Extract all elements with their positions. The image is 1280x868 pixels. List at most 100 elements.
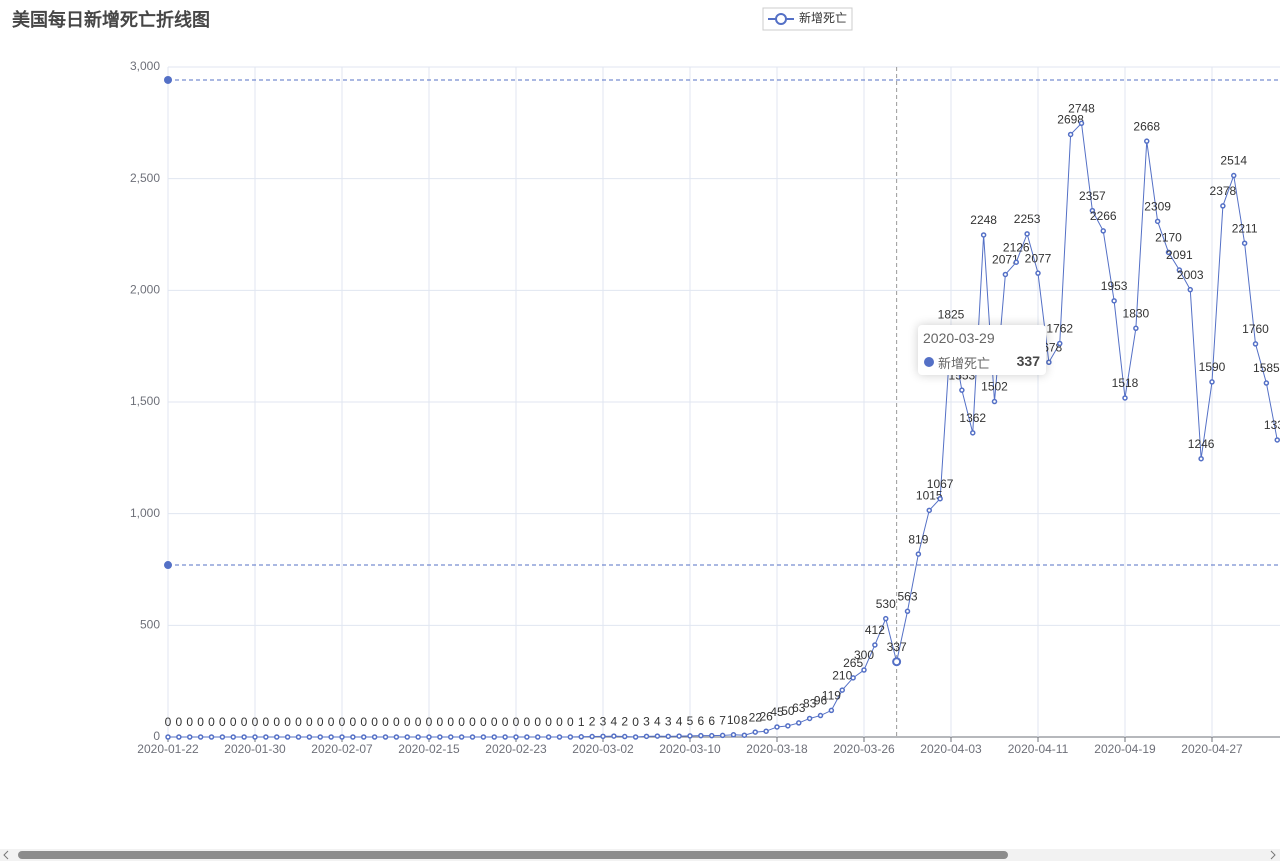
value-label: 300 [854,648,874,662]
value-label: 2071 [992,253,1019,267]
scrollbar-thumb[interactable] [18,851,1008,859]
tooltip-date: 2020-03-29 [923,330,995,346]
point [796,720,802,726]
value-label: 7 [719,714,726,728]
point [980,232,987,238]
value-label: 0 [513,715,520,729]
point [404,734,410,740]
value-label: 2003 [1177,268,1204,282]
mark-line-symbol [164,75,172,84]
point [295,734,302,740]
point [339,734,345,740]
point [1274,437,1280,443]
x-tick-label: 2020-02-15 [398,742,460,756]
value-label: 0 [545,715,552,729]
value-label: 210 [832,668,852,682]
value-label: 0 [469,715,476,729]
value-label: 0 [534,715,541,729]
value-label: 2253 [1014,212,1041,226]
tooltip-value: 337 [1016,353,1040,369]
point [774,724,780,730]
point [687,733,693,739]
point [371,734,378,740]
x-tick-label: 2020-04-27 [1181,742,1243,756]
point [1176,267,1183,273]
value-label: 2309 [1144,199,1171,213]
point [469,734,476,740]
point [415,734,421,740]
point [1024,231,1030,237]
value-label: 0 [437,715,444,729]
y-tick-label: 500 [140,618,160,632]
point [1144,138,1150,144]
x-tick-label: 2020-02-07 [311,742,373,756]
point [1013,259,1019,265]
point [1057,340,1063,347]
y-tick-label: 1,000 [130,506,160,520]
point [676,733,682,739]
point [872,642,878,648]
value-label: 0 [393,715,400,729]
point [839,687,845,693]
point [937,495,943,502]
value-label: 1362 [959,411,986,425]
point [361,734,367,740]
point [567,734,574,740]
value-label: 4 [654,714,661,728]
scroll-left[interactable] [3,850,9,860]
value-label: 0 [524,715,531,729]
value-label: 26 [759,709,773,723]
value-label: 3 [665,715,672,729]
point [187,734,193,740]
point [915,551,922,557]
point [817,712,824,719]
value-label: 22 [749,710,763,724]
y-tick-label: 2,000 [130,283,160,297]
value-label: 0 [426,715,433,729]
point [350,734,356,740]
point [970,430,976,436]
value-label: 0 [263,715,270,729]
value-label: 2748 [1068,101,1095,115]
value-label: 6 [708,714,715,728]
point [437,734,443,740]
tooltip-marker [924,357,934,367]
value-label: 1246 [1188,437,1215,451]
value-label: 0 [328,715,335,729]
scroll-right[interactable] [1270,850,1276,860]
value-label: 8 [741,713,748,727]
point [1198,455,1204,462]
value-label: 0 [382,715,389,729]
point [698,732,704,739]
point [719,732,726,739]
value-label: 337 [887,640,907,654]
point [252,734,258,740]
value-label: 3 [600,715,607,729]
value-label: 2 [589,715,596,729]
point [1220,203,1226,209]
point [1231,172,1237,179]
value-label: 0 [339,715,346,729]
point [480,734,487,740]
legend-label[interactable]: 新增死亡 [799,10,847,25]
value-label: 6 [698,714,705,728]
point [861,667,867,673]
point [328,734,334,740]
point [165,734,171,740]
point [1111,298,1117,304]
point [556,734,563,740]
value-label: 2248 [970,213,997,227]
value-label: 0 [360,715,367,729]
value-label: 2170 [1155,231,1182,245]
legend-icon[interactable] [775,13,787,25]
tooltip-series: 新增死亡 [938,356,991,371]
value-label: 2126 [1003,240,1030,254]
point [382,734,389,740]
point [632,734,639,740]
x-tick-label: 2020-04-11 [1008,742,1069,756]
x-tick-label: 2020-04-03 [920,742,982,756]
point [535,734,541,740]
point [1133,325,1139,332]
